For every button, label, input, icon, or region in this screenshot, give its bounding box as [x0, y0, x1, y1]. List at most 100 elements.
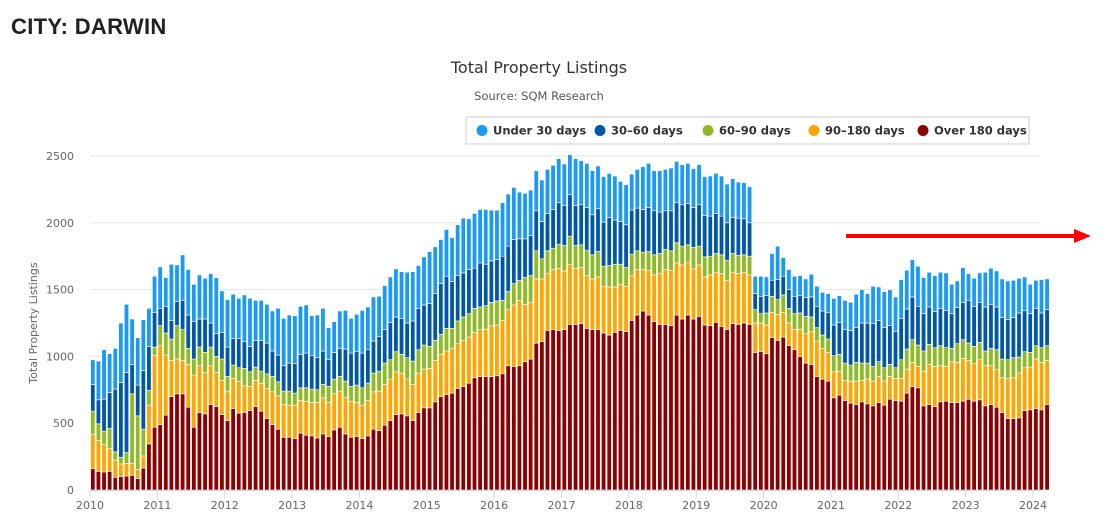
bar-segment-under-30-days[interactable]	[466, 218, 472, 270]
bar-segment-under-30-days[interactable]	[460, 217, 466, 274]
bar-segment-over-180-days[interactable]	[937, 401, 943, 491]
bar-segment-over-180-days[interactable]	[522, 361, 528, 491]
bar-segment-over-180-days[interactable]	[213, 406, 219, 491]
bar-segment-over-180-days[interactable]	[589, 329, 595, 491]
bar-segment-60-90-days[interactable]	[707, 255, 713, 276]
bar-segment-30-60-days[interactable]	[775, 279, 781, 300]
bar-segment-under-30-days[interactable]	[528, 189, 534, 236]
bar-segment-90-180-days[interactable]	[342, 396, 348, 435]
bar-segment-under-30-days[interactable]	[702, 176, 708, 216]
bar-segment-over-180-days[interactable]	[921, 405, 927, 491]
bar-segment-90-180-days[interactable]	[629, 275, 635, 321]
bar-segment-90-180-days[interactable]	[994, 369, 1000, 408]
bar-segment-90-180-days[interactable]	[848, 380, 854, 404]
bar-segment-under-30-days[interactable]	[112, 348, 118, 390]
bar-segment-60-90-days[interactable]	[842, 362, 848, 381]
bar-segment-30-60-days[interactable]	[994, 306, 1000, 351]
bar-segment-30-60-days[interactable]	[331, 352, 337, 380]
bar-segment-over-180-days[interactable]	[421, 407, 427, 491]
bar-segment-under-30-days[interactable]	[769, 253, 775, 281]
bar-segment-30-60-days[interactable]	[567, 194, 573, 237]
bar-segment-60-90-days[interactable]	[477, 306, 483, 330]
bar-segment-over-180-days[interactable]	[926, 404, 932, 491]
bar-segment-under-30-days[interactable]	[236, 297, 242, 339]
bar-segment-60-90-days[interactable]	[679, 245, 685, 266]
bar-segment-90-180-days[interactable]	[348, 400, 354, 438]
bar-segment-under-30-days[interactable]	[365, 306, 371, 351]
bar-segment-over-180-days[interactable]	[550, 329, 556, 491]
bar-segment-90-180-days[interactable]	[443, 350, 449, 395]
bar-segment-over-180-days[interactable]	[438, 396, 444, 491]
bar-segment-30-60-days[interactable]	[859, 322, 865, 364]
bar-segment-90-180-days[interactable]	[589, 278, 595, 330]
bar-segment-30-60-days[interactable]	[146, 346, 152, 391]
bar-segment-over-180-days[interactable]	[286, 436, 292, 491]
bar-segment-under-30-days[interactable]	[735, 181, 741, 219]
bar-segment-90-180-days[interactable]	[814, 340, 820, 377]
bar-segment-60-90-days[interactable]	[1033, 345, 1039, 360]
bar-segment-over-180-days[interactable]	[573, 324, 579, 491]
bar-segment-under-30-days[interactable]	[455, 224, 461, 276]
bar-segment-90-180-days[interactable]	[415, 372, 421, 413]
bar-segment-60-90-days[interactable]	[505, 291, 511, 310]
bar-segment-over-180-days[interactable]	[174, 393, 180, 491]
bar-segment-30-60-days[interactable]	[909, 296, 915, 341]
bar-segment-30-60-days[interactable]	[236, 338, 242, 369]
bar-segment-over-180-days[interactable]	[870, 405, 876, 491]
bar-segment-30-60-days[interactable]	[202, 318, 208, 353]
bar-segment-60-90-days[interactable]	[887, 364, 893, 377]
bar-segment-over-180-days[interactable]	[1005, 418, 1011, 491]
bar-segment-over-180-days[interactable]	[146, 443, 152, 491]
bar-segment-under-30-days[interactable]	[1027, 283, 1033, 314]
bar-segment-over-180-days[interactable]	[696, 316, 702, 491]
bar-segment-60-90-days[interactable]	[954, 343, 960, 363]
bar-segment-over-180-days[interactable]	[713, 322, 719, 491]
bar-segment-under-30-days[interactable]	[556, 158, 562, 204]
bar-segment-30-60-days[interactable]	[595, 208, 601, 252]
bar-segment-30-60-days[interactable]	[522, 238, 528, 278]
bar-segment-60-90-days[interactable]	[163, 332, 169, 356]
bar-segment-30-60-days[interactable]	[393, 316, 399, 353]
bar-segment-30-60-days[interactable]	[466, 269, 472, 314]
bar-segment-60-90-days[interactable]	[567, 235, 573, 265]
bar-segment-over-180-days[interactable]	[320, 433, 326, 491]
bar-segment-under-30-days[interactable]	[432, 246, 438, 294]
bar-segment-under-30-days[interactable]	[898, 279, 904, 319]
bar-segment-over-180-days[interactable]	[825, 380, 831, 491]
bar-segment-under-30-days[interactable]	[208, 273, 214, 324]
bar-segment-30-60-days[interactable]	[269, 350, 275, 377]
bar-segment-over-180-days[interactable]	[718, 326, 724, 491]
bar-segment-60-90-days[interactable]	[522, 277, 528, 305]
bar-segment-30-60-days[interactable]	[247, 346, 253, 373]
bar-segment-30-60-days[interactable]	[180, 299, 186, 330]
bar-segment-60-90-days[interactable]	[528, 275, 534, 303]
bar-segment-under-30-days[interactable]	[589, 170, 595, 216]
bar-segment-90-180-days[interactable]	[107, 448, 113, 472]
bar-segment-over-180-days[interactable]	[123, 475, 129, 491]
bar-segment-90-180-days[interactable]	[1038, 362, 1044, 411]
bar-segment-30-60-days[interactable]	[954, 307, 960, 345]
bar-segment-90-180-days[interactable]	[937, 365, 943, 403]
bar-segment-60-90-days[interactable]	[825, 338, 831, 353]
bar-segment-90-180-days[interactable]	[387, 378, 393, 421]
bar-segment-30-60-days[interactable]	[724, 222, 730, 261]
bar-segment-over-180-days[interactable]	[427, 407, 433, 491]
bar-segment-over-180-days[interactable]	[180, 393, 186, 491]
bar-segment-over-180-days[interactable]	[735, 324, 741, 491]
bar-segment-under-30-days[interactable]	[337, 310, 343, 349]
bar-segment-30-60-days[interactable]	[550, 209, 556, 249]
bar-segment-90-180-days[interactable]	[685, 261, 691, 316]
bar-segment-30-60-days[interactable]	[791, 295, 797, 314]
bar-segment-under-30-days[interactable]	[443, 229, 449, 277]
bar-segment-under-30-days[interactable]	[241, 294, 247, 343]
bar-segment-90-180-days[interactable]	[185, 364, 191, 408]
bar-segment-90-180-days[interactable]	[763, 324, 769, 355]
bar-segment-60-90-days[interactable]	[1010, 357, 1016, 379]
bar-segment-30-60-days[interactable]	[741, 218, 747, 256]
bar-segment-60-90-days[interactable]	[814, 327, 820, 342]
bar-segment-under-30-days[interactable]	[646, 163, 652, 208]
bar-segment-60-90-days[interactable]	[1044, 345, 1050, 361]
bar-segment-over-180-days[interactable]	[893, 400, 899, 491]
bar-segment-under-30-days[interactable]	[982, 271, 988, 308]
bar-segment-under-30-days[interactable]	[544, 169, 550, 214]
